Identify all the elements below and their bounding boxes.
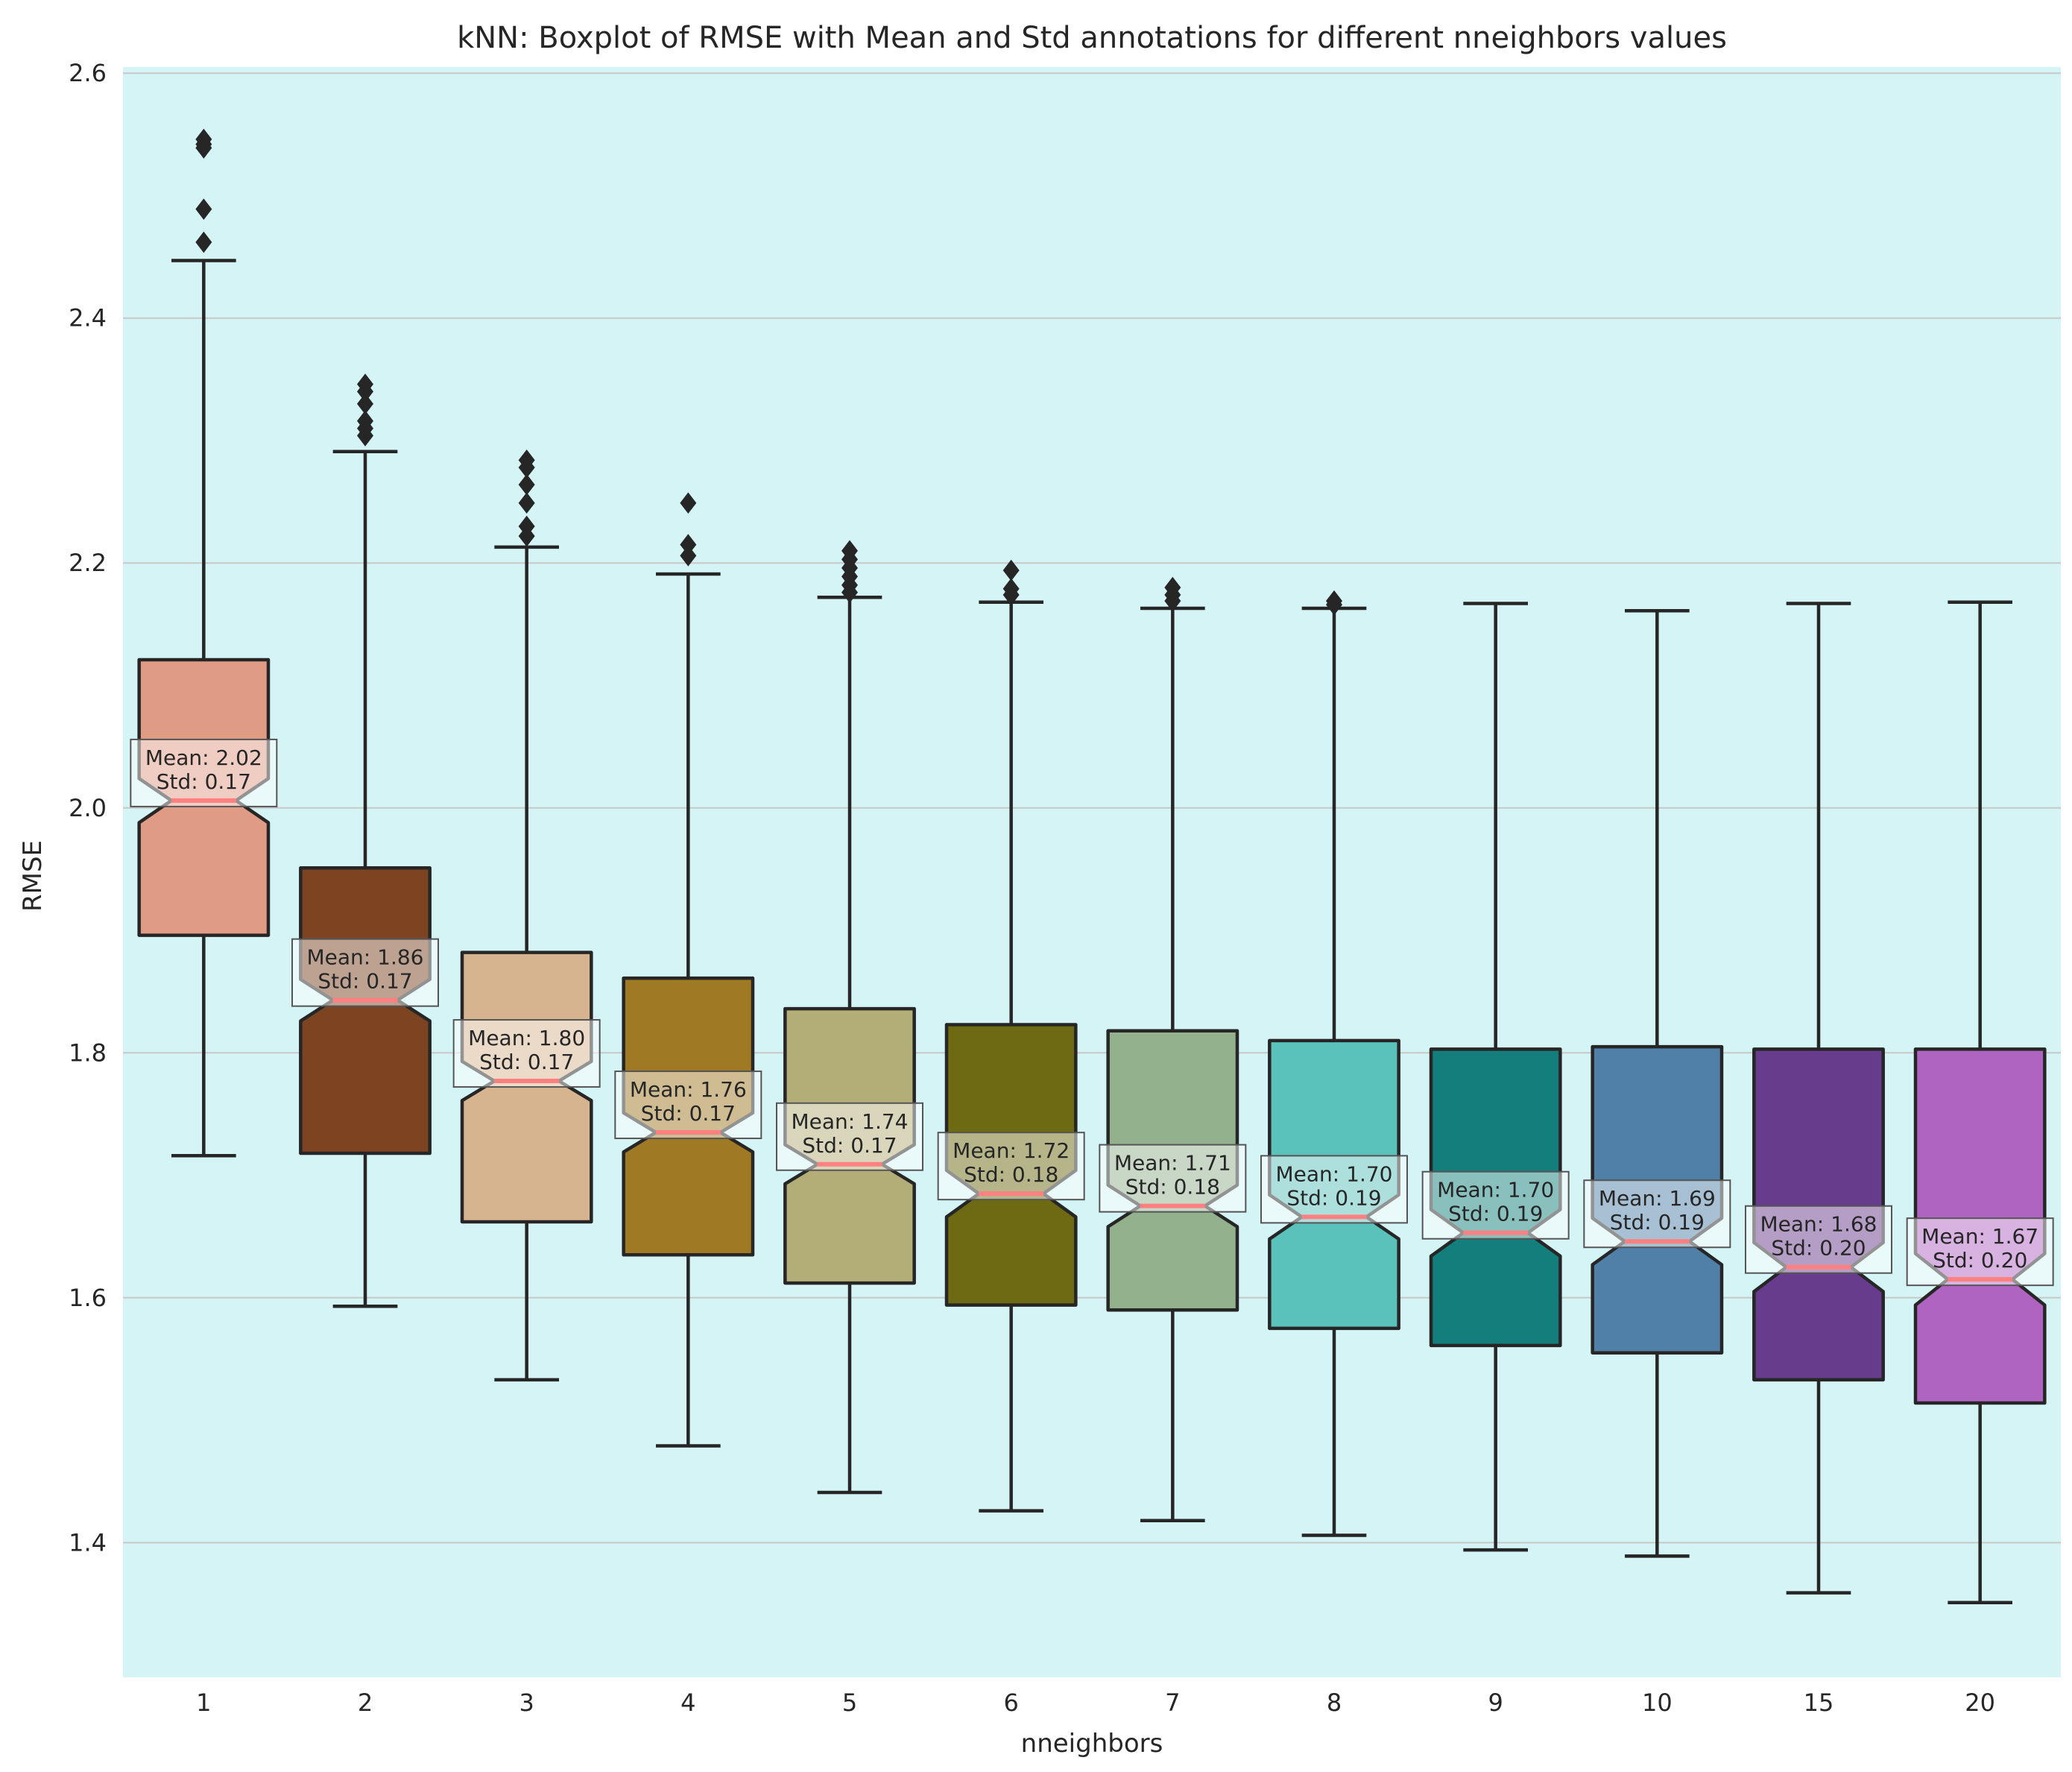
mean-annotation: Mean: 1.67 bbox=[1921, 1224, 2038, 1249]
outlier-point bbox=[195, 231, 212, 253]
annotation-box bbox=[614, 1071, 762, 1140]
y-tick-label: 2.0 bbox=[69, 794, 107, 822]
annotation-box bbox=[452, 1019, 601, 1088]
std-annotation: Std: 0.17 bbox=[802, 1133, 897, 1158]
y-axis-label: RMSE bbox=[18, 840, 48, 912]
outlier-point bbox=[680, 534, 697, 555]
annotation-box bbox=[1906, 1217, 2054, 1287]
std-annotation: Std: 0.19 bbox=[1286, 1185, 1381, 1210]
y-tick-label: 2.4 bbox=[69, 304, 107, 332]
x-tick-label: 8 bbox=[1327, 1689, 1342, 1717]
annotation-box bbox=[130, 738, 278, 807]
outlier-point bbox=[1326, 590, 1342, 612]
std-annotation: Std: 0.20 bbox=[1933, 1248, 2027, 1273]
mean-annotation: Mean: 1.72 bbox=[953, 1138, 1070, 1163]
mean-annotation: Mean: 1.80 bbox=[468, 1026, 585, 1050]
mean-annotation: Mean: 1.68 bbox=[1760, 1212, 1877, 1237]
std-annotation: Std: 0.17 bbox=[641, 1101, 736, 1126]
mean-annotation: Mean: 1.70 bbox=[1437, 1178, 1554, 1202]
outlier-point bbox=[357, 410, 373, 432]
x-tick-label: 1 bbox=[196, 1689, 211, 1717]
mean-annotation: Mean: 1.74 bbox=[792, 1109, 909, 1134]
mean-annotation: Mean: 1.70 bbox=[1276, 1161, 1393, 1186]
x-tick-label: 2 bbox=[358, 1689, 373, 1717]
outlier-point bbox=[195, 128, 212, 151]
box-2 bbox=[299, 866, 432, 1155]
std-annotation: Std: 0.18 bbox=[964, 1162, 1058, 1187]
std-annotation: Std: 0.20 bbox=[1771, 1236, 1866, 1261]
x-tick-label: 9 bbox=[1488, 1689, 1503, 1717]
outlier-point bbox=[1164, 576, 1181, 599]
x-tick-label: 6 bbox=[1003, 1689, 1018, 1717]
outlier-point bbox=[518, 515, 535, 537]
std-annotation: Std: 0.17 bbox=[479, 1050, 574, 1074]
annotation-box bbox=[776, 1102, 923, 1171]
outlier-point bbox=[1002, 578, 1020, 600]
x-axis-label: nneighbors bbox=[1021, 1729, 1163, 1759]
annotation-box bbox=[1260, 1155, 1408, 1224]
std-annotation: Std: 0.19 bbox=[1610, 1210, 1705, 1235]
x-tick-label: 20 bbox=[1965, 1689, 1995, 1717]
x-tick-label: 4 bbox=[680, 1689, 695, 1717]
mean-annotation: Mean: 1.86 bbox=[307, 945, 424, 970]
x-tick-label: 7 bbox=[1165, 1689, 1180, 1717]
y-tick-label: 1.6 bbox=[69, 1284, 107, 1312]
y-tick-label: 1.4 bbox=[69, 1528, 107, 1557]
x-tick-label: 3 bbox=[519, 1689, 534, 1717]
outlier-point bbox=[518, 473, 535, 496]
outlier-point bbox=[518, 492, 535, 514]
mean-annotation: Mean: 2.02 bbox=[145, 745, 262, 770]
mean-annotation: Mean: 1.71 bbox=[1114, 1151, 1231, 1176]
outlier-point bbox=[680, 545, 697, 567]
y-tick-label: 1.8 bbox=[69, 1038, 107, 1067]
annotation-box bbox=[1421, 1170, 1570, 1240]
annotation-box bbox=[1583, 1179, 1731, 1249]
std-annotation: Std: 0.17 bbox=[318, 969, 412, 994]
std-annotation: Std: 0.19 bbox=[1448, 1202, 1543, 1226]
x-axis: 1 2 3 4 5 6 7 8 9 10 15 20 bbox=[196, 1689, 1995, 1717]
outlier-point bbox=[357, 373, 373, 395]
x-tick-label: 10 bbox=[1642, 1689, 1673, 1717]
y-tick-label: 2.6 bbox=[69, 59, 107, 87]
annotation-box bbox=[1745, 1205, 1892, 1274]
y-axis: 1.4 1.6 1.8 2.0 2.2 2.4 2.6 bbox=[69, 59, 107, 1557]
outlier-point bbox=[841, 540, 858, 562]
grid-lines bbox=[123, 72, 2061, 1544]
std-annotation: Std: 0.18 bbox=[1125, 1175, 1220, 1199]
mean-annotation: Mean: 1.69 bbox=[1599, 1186, 1716, 1211]
outlier-point bbox=[518, 449, 535, 471]
annotation-box bbox=[1099, 1144, 1247, 1213]
y-tick-label: 2.2 bbox=[69, 549, 107, 577]
chart-title: kNN: Boxplot of RMSE with Mean and Std a… bbox=[457, 21, 1727, 55]
plot-area bbox=[123, 67, 2061, 1677]
annotation-box bbox=[291, 938, 439, 1007]
x-tick-label: 15 bbox=[1804, 1689, 1834, 1717]
outlier-point bbox=[357, 393, 373, 415]
mean-annotation: Mean: 1.76 bbox=[630, 1077, 747, 1102]
outlier-point bbox=[1002, 559, 1020, 581]
annotation-box bbox=[937, 1132, 1085, 1201]
x-tick-label: 5 bbox=[842, 1689, 857, 1717]
outlier-point bbox=[680, 492, 697, 514]
std-annotation: Std: 0.17 bbox=[157, 769, 251, 794]
outlier-point bbox=[195, 198, 212, 220]
